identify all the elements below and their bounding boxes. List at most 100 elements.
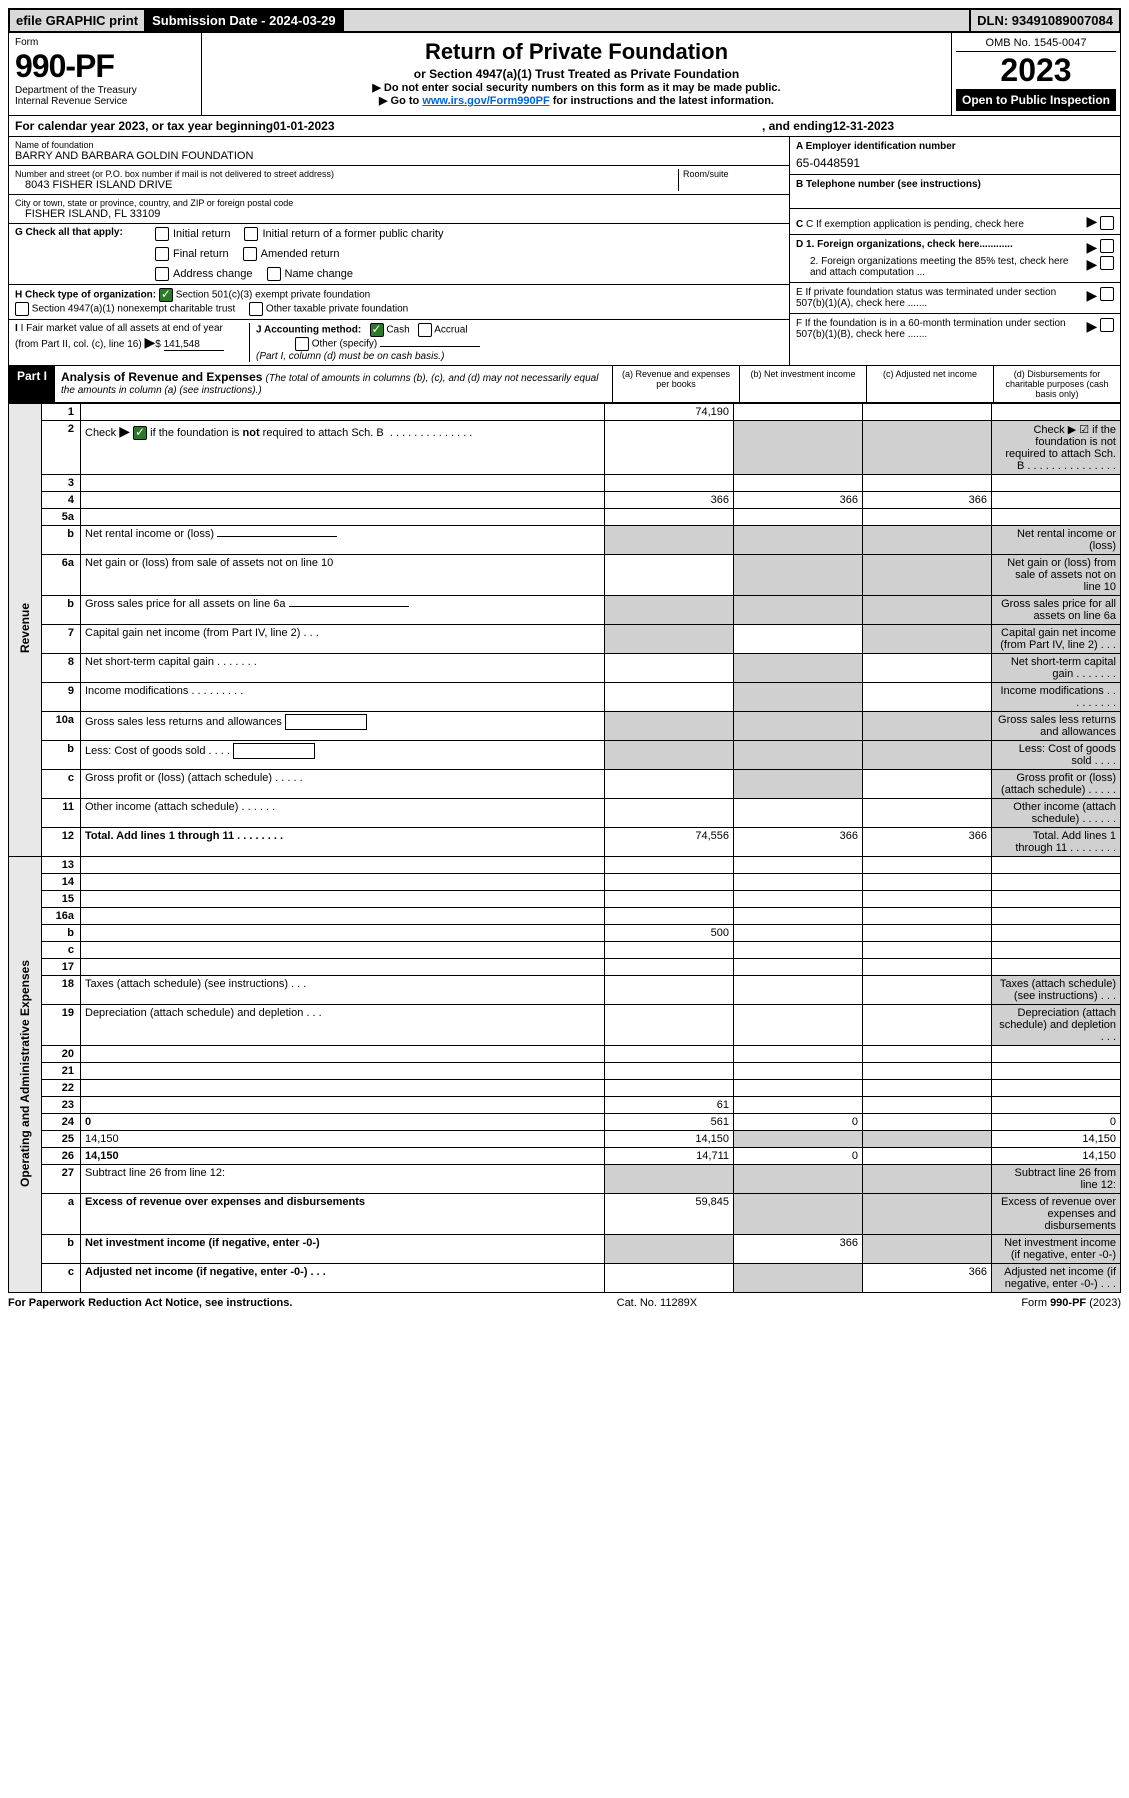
- cell-c: [863, 1080, 992, 1097]
- row-number: b: [42, 596, 81, 625]
- checkbox-d1[interactable]: [1100, 239, 1114, 253]
- checkbox-address-change[interactable]: [155, 267, 169, 281]
- checkbox-e[interactable]: [1100, 287, 1114, 301]
- cell-c: [863, 908, 992, 925]
- table-row: c: [9, 942, 1121, 959]
- row-number: 20: [42, 1046, 81, 1063]
- part1-title: Analysis of Revenue and Expenses: [61, 370, 262, 384]
- table-row: 10aGross sales less returns and allowanc…: [9, 712, 1121, 741]
- cell-c: [863, 976, 992, 1005]
- col-b-header: (b) Net investment income: [740, 366, 867, 402]
- row-number: 5a: [42, 509, 81, 526]
- cell-b: [734, 925, 863, 942]
- cell-a: [605, 959, 734, 976]
- irs-link[interactable]: www.irs.gov/Form990PF: [422, 95, 549, 107]
- expenses-side-label: Operating and Administrative Expenses: [9, 857, 42, 1293]
- cell-b: [734, 959, 863, 976]
- cell-b: [734, 1097, 863, 1114]
- tax-year: 2023: [956, 52, 1116, 89]
- row-number: 23: [42, 1097, 81, 1114]
- table-row: cAdjusted net income (if negative, enter…: [9, 1264, 1121, 1293]
- row-number: 7: [42, 625, 81, 654]
- cell-c: [863, 654, 992, 683]
- row-desc: [81, 492, 605, 509]
- checkbox-c[interactable]: [1100, 216, 1114, 230]
- row-desc: [81, 475, 605, 492]
- checkbox-accrual[interactable]: [418, 323, 432, 337]
- efile-label[interactable]: efile GRAPHIC print: [10, 10, 146, 31]
- table-row: bLess: Cost of goods sold . . . . Less: …: [9, 741, 1121, 770]
- row-number: 14: [42, 874, 81, 891]
- cell-c: [863, 509, 992, 526]
- row-number: 10a: [42, 712, 81, 741]
- e-cell: E If private foundation status was termi…: [790, 283, 1120, 314]
- cell-b: [734, 421, 863, 475]
- row-desc: [81, 509, 605, 526]
- cell-d: [992, 959, 1121, 976]
- cell-d: [992, 925, 1121, 942]
- cell-a: [605, 421, 734, 475]
- row-desc: [81, 908, 605, 925]
- row-desc: Total. Add lines 1 through 11 . . . . . …: [81, 828, 605, 857]
- col-a-header: (a) Revenue and expenses per books: [613, 366, 740, 402]
- checkbox-former-charity[interactable]: [244, 227, 258, 241]
- table-row: 5a: [9, 509, 1121, 526]
- row-desc: [81, 1080, 605, 1097]
- cell-c: [863, 874, 992, 891]
- cell-c: [863, 683, 992, 712]
- cell-a: 59,845: [605, 1194, 734, 1235]
- cell-b: [734, 1080, 863, 1097]
- checkbox-initial-return[interactable]: [155, 227, 169, 241]
- checkbox-other-method[interactable]: [295, 337, 309, 351]
- cell-b: [734, 976, 863, 1005]
- cell-c: [863, 959, 992, 976]
- top-bar: efile GRAPHIC print Submission Date - 20…: [8, 8, 1121, 33]
- checkbox-4947a1[interactable]: [15, 302, 29, 316]
- cell-d: Gross sales price for all assets on line…: [992, 596, 1121, 625]
- h-check-row: H Check type of organization: ✓ Section …: [9, 285, 789, 320]
- checkbox-f[interactable]: [1100, 318, 1114, 332]
- cell-a: [605, 1235, 734, 1264]
- table-row: 20: [9, 1046, 1121, 1063]
- checkbox-amended-return[interactable]: [243, 247, 257, 261]
- part1-table: Revenue174,1902Check ▶ ✓ if the foundati…: [8, 403, 1121, 1293]
- ein-value: 65-0448591: [796, 152, 1114, 170]
- cell-c: [863, 475, 992, 492]
- submission-date: Submission Date - 2024-03-29: [146, 10, 344, 31]
- checkbox-other-taxable[interactable]: [249, 302, 263, 316]
- checkbox-name-change[interactable]: [267, 267, 281, 281]
- checkbox-501c3[interactable]: ✓: [159, 288, 173, 302]
- checkbox-d2[interactable]: [1100, 256, 1114, 270]
- checkbox-final-return[interactable]: [155, 247, 169, 261]
- row-number: 17: [42, 959, 81, 976]
- cell-a: [605, 596, 734, 625]
- cell-d: [992, 509, 1121, 526]
- checkbox-cash[interactable]: ✓: [370, 323, 384, 337]
- table-row: 6aNet gain or (loss) from sale of assets…: [9, 555, 1121, 596]
- cell-b: [734, 1165, 863, 1194]
- cell-d: Less: Cost of goods sold . . . .: [992, 741, 1121, 770]
- table-row: 8Net short-term capital gain . . . . . .…: [9, 654, 1121, 683]
- cell-c: [863, 1114, 992, 1131]
- note-2: ▶ Go to www.irs.gov/Form990PF for instru…: [206, 94, 947, 107]
- table-row: 2614,15014,711014,150: [9, 1148, 1121, 1165]
- cell-d: Total. Add lines 1 through 11 . . . . . …: [992, 828, 1121, 857]
- cell-d: Net short-term capital gain . . . . . . …: [992, 654, 1121, 683]
- row-desc: Net short-term capital gain . . . . . . …: [81, 654, 605, 683]
- calendar-year-row: For calendar year 2023, or tax year begi…: [8, 116, 1121, 137]
- cell-b: [734, 741, 863, 770]
- row-desc: [81, 925, 605, 942]
- cell-a: [605, 857, 734, 874]
- cell-c: [863, 1046, 992, 1063]
- dln-label: DLN: 93491089007084: [971, 10, 1119, 31]
- revenue-side-label: Revenue: [9, 404, 42, 857]
- cell-c: [863, 857, 992, 874]
- row-desc: [81, 857, 605, 874]
- cell-c: [863, 1097, 992, 1114]
- footer-right: Form 990-PF (2023): [1021, 1297, 1121, 1309]
- cell-d: [992, 492, 1121, 509]
- c-cell: C C If exemption application is pending,…: [790, 209, 1120, 235]
- cell-d: 0: [992, 1114, 1121, 1131]
- cell-a: [605, 1046, 734, 1063]
- table-row: b Gross sales price for all assets on lin…: [9, 596, 1121, 625]
